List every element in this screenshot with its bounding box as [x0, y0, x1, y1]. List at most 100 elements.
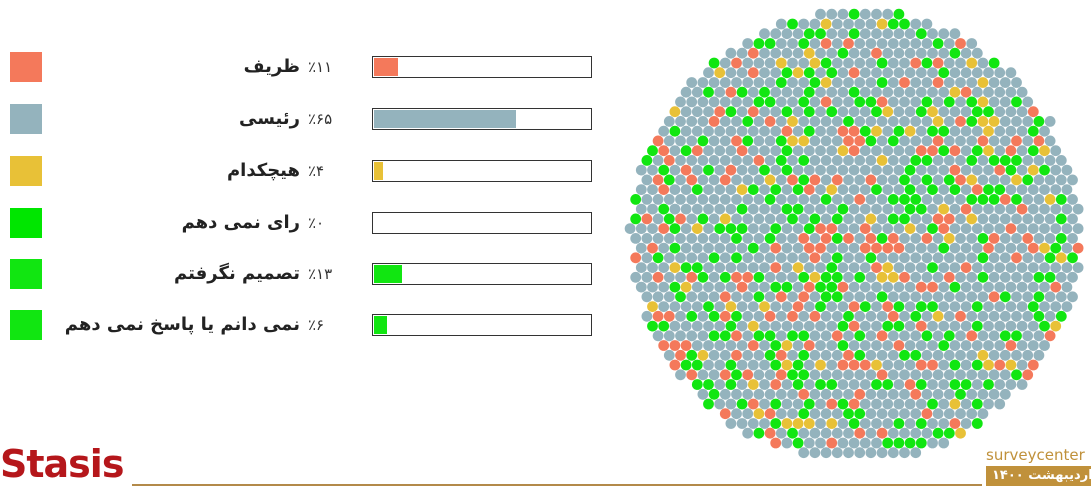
dot: [703, 262, 714, 273]
dot: [686, 271, 698, 283]
dot: [921, 155, 933, 166]
dot: [675, 310, 686, 322]
dot: [1044, 330, 1056, 342]
dot: [966, 174, 978, 186]
dot: [887, 408, 899, 420]
dot: [736, 340, 748, 351]
dot: [669, 125, 681, 137]
dot: [647, 223, 658, 235]
dot: [1072, 203, 1084, 215]
dot: [1016, 203, 1028, 215]
dot: [787, 116, 798, 127]
dot: [719, 369, 731, 381]
dot: [865, 213, 877, 225]
dot: [708, 310, 720, 322]
dot: [731, 291, 742, 303]
dot: [781, 340, 793, 351]
dot: [641, 271, 653, 283]
dot: [652, 213, 664, 225]
dot: [820, 252, 832, 264]
dot: [882, 320, 894, 332]
dot: [843, 135, 854, 147]
dot: [983, 281, 994, 293]
dot: [1055, 155, 1067, 166]
dot: [747, 281, 759, 293]
dot: [943, 194, 955, 205]
dot: [943, 310, 955, 322]
dot: [955, 77, 966, 88]
dot: [843, 77, 854, 88]
dot: [1005, 184, 1017, 196]
dot: [960, 184, 972, 196]
dot: [999, 135, 1011, 147]
dot: [708, 155, 720, 166]
dot: [921, 349, 933, 361]
dot: [1011, 116, 1022, 127]
dot: [764, 233, 776, 244]
dot: [932, 408, 944, 420]
value-label: ٪۴: [308, 162, 325, 180]
dot: [1011, 194, 1022, 205]
dot: [876, 96, 888, 108]
dot: [663, 271, 675, 283]
dot: [787, 369, 798, 381]
dot: [977, 213, 989, 225]
dot: [1039, 145, 1050, 157]
dot: [680, 320, 692, 332]
dot: [742, 369, 754, 381]
dot: [831, 57, 843, 69]
dot: [971, 359, 983, 371]
dot: [899, 369, 910, 381]
dot: [647, 145, 658, 157]
dot: [887, 174, 899, 186]
dot: [747, 379, 759, 390]
dot: [736, 67, 748, 79]
dot: [831, 213, 843, 225]
dot: [854, 408, 866, 420]
dot: [775, 349, 787, 361]
dot: [966, 233, 978, 244]
legend-swatch: [10, 52, 42, 82]
dot: [798, 271, 810, 283]
dot: [843, 349, 854, 361]
dot: [882, 125, 894, 137]
dot: [798, 194, 810, 205]
dot: [999, 349, 1011, 361]
dot: [759, 125, 770, 137]
dot: [759, 262, 770, 273]
dot: [927, 164, 938, 176]
dot: [775, 271, 787, 283]
dot: [798, 135, 810, 147]
dot: [854, 194, 866, 205]
dot: [994, 106, 1006, 118]
dot: [1005, 359, 1017, 371]
dot: [663, 310, 675, 322]
dot: [770, 47, 782, 59]
dot: [820, 310, 832, 322]
category-label: رئیسی: [239, 108, 300, 129]
dot: [943, 155, 955, 166]
dot: [764, 330, 776, 342]
dot: [999, 388, 1011, 400]
dot: [703, 301, 714, 312]
dot: [999, 369, 1011, 381]
dot: [1005, 301, 1017, 312]
dot: [921, 57, 933, 69]
dot: [792, 301, 804, 312]
dot: [803, 262, 815, 273]
dot: [803, 320, 815, 332]
dot: [848, 203, 860, 215]
dot: [927, 281, 938, 293]
dot: [1022, 271, 1034, 283]
dot: [831, 194, 843, 205]
dot: [893, 379, 905, 390]
dot: [1016, 320, 1028, 332]
dot: [675, 116, 686, 127]
dot: [1016, 164, 1028, 176]
dot: [915, 203, 927, 215]
dot: [859, 301, 871, 312]
dot: [1027, 242, 1039, 254]
dot: [736, 164, 748, 176]
dot: [714, 242, 726, 254]
dot: [775, 408, 787, 420]
